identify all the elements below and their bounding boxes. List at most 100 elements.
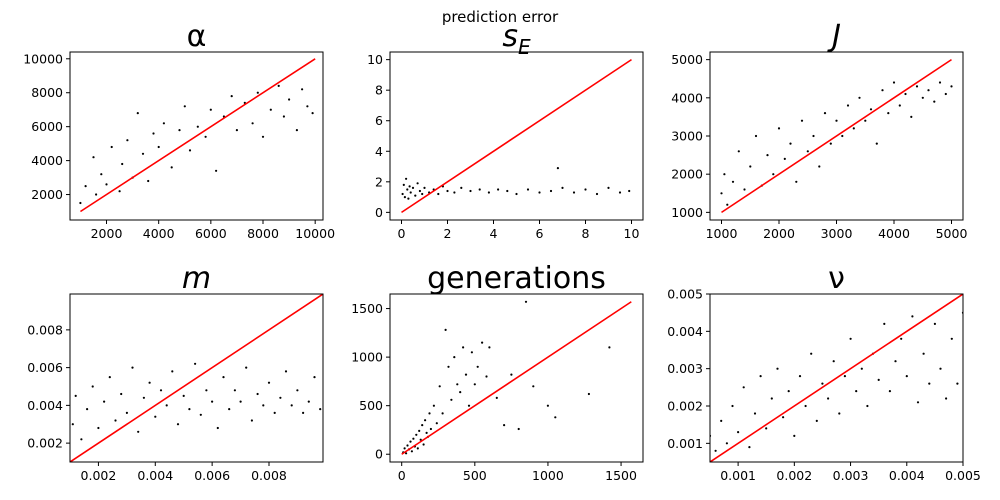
data-point <box>916 401 920 404</box>
data-point <box>869 108 873 111</box>
data-point <box>261 135 265 138</box>
data-point <box>306 105 309 108</box>
data-point <box>105 183 108 186</box>
data-point <box>950 337 953 340</box>
data-point <box>911 315 914 318</box>
data-point <box>852 127 855 130</box>
data-point <box>421 192 424 196</box>
data-point <box>515 192 518 196</box>
x-tick-label: 10 <box>624 226 640 241</box>
data-point <box>456 383 459 386</box>
y-tick-label: 2 <box>375 174 383 189</box>
data-point <box>233 389 236 392</box>
y-tick-label: 0.002 <box>667 399 703 414</box>
data-point <box>311 112 314 115</box>
data-point <box>841 134 844 138</box>
data-point <box>748 446 751 449</box>
data-point <box>888 390 892 393</box>
x-tick-label: 0.004 <box>137 468 173 483</box>
data-point <box>462 346 465 349</box>
data-point <box>453 191 456 194</box>
data-point <box>561 186 564 189</box>
data-point <box>818 165 821 168</box>
data-point <box>183 105 186 108</box>
data-point <box>546 404 550 407</box>
data-point <box>783 157 786 160</box>
data-point <box>444 328 447 331</box>
data-point <box>284 370 288 373</box>
data-point <box>875 142 878 145</box>
x-tick-label: 5000 <box>936 226 968 241</box>
data-point <box>725 442 729 445</box>
x-tick-label: 2 <box>444 226 452 241</box>
panel-title: sE <box>502 19 531 59</box>
y-tick-label: 6 <box>375 113 383 128</box>
data-point <box>910 115 913 118</box>
data-point <box>766 154 769 157</box>
data-point <box>495 396 498 399</box>
data-point <box>898 104 901 107</box>
data-point <box>470 351 473 354</box>
panel-title: ν <box>828 261 845 296</box>
data-point <box>921 96 924 99</box>
data-point <box>915 85 919 88</box>
data-point <box>313 376 316 379</box>
x-tick-label: 1000 <box>706 226 738 241</box>
data-point <box>425 431 428 434</box>
data-point <box>849 337 852 340</box>
y-tick-label: 1500 <box>351 301 383 316</box>
data-point <box>446 189 449 193</box>
y-tick-label: 0 <box>375 205 383 220</box>
data-point <box>141 152 145 155</box>
data-point <box>772 173 775 176</box>
x-tick-label: 500 <box>463 468 487 483</box>
x-tick-label: 0.002 <box>776 468 812 483</box>
figure-suptitle: prediction error <box>442 8 559 26</box>
data-point <box>302 411 305 414</box>
data-point <box>510 373 513 376</box>
data-point <box>459 391 462 394</box>
panel-title: α <box>187 19 207 54</box>
data-point <box>290 404 293 407</box>
data-point <box>714 449 717 452</box>
x-tick-label: 0.008 <box>251 468 287 483</box>
y-tick-label: 0.003 <box>667 361 703 376</box>
data-point <box>435 422 438 425</box>
data-point <box>230 95 233 98</box>
data-point <box>419 438 422 441</box>
data-point <box>114 419 117 422</box>
data-point <box>154 415 157 418</box>
reference-line <box>710 294 963 462</box>
data-point <box>587 392 591 396</box>
data-point <box>416 182 419 185</box>
data-point <box>405 177 408 180</box>
data-point <box>79 201 82 205</box>
data-point <box>607 186 610 189</box>
data-point <box>295 129 298 132</box>
y-tick-label: 10000 <box>23 51 63 66</box>
data-point <box>731 404 734 408</box>
data-point <box>301 88 304 91</box>
data-point <box>460 186 463 189</box>
data-point <box>437 192 440 196</box>
y-tick-label: 0.005 <box>667 287 703 302</box>
chart-panel-2: J 1000 2000 3000 4000 5000 1000 2000 3000 4000 500… <box>671 19 967 241</box>
chart-panel-1: sE 0 2 4 6 8 10 0 2 4 6 8 10 <box>367 19 644 241</box>
data-point <box>838 412 841 415</box>
data-point <box>787 390 790 393</box>
data-point <box>720 419 723 422</box>
panel-title-main: s <box>502 19 518 54</box>
data-point <box>789 142 792 145</box>
data-point <box>423 186 426 189</box>
data-point <box>91 385 94 388</box>
data-point <box>188 408 191 411</box>
data-point <box>812 134 815 138</box>
data-point <box>731 180 735 183</box>
x-tick-label: 0.006 <box>194 468 230 483</box>
data-point <box>939 367 942 370</box>
y-tick-label: 0.002 <box>27 436 63 451</box>
x-tick-label: 0 <box>398 468 406 483</box>
data-point <box>815 419 818 422</box>
y-tick-label: 0.001 <box>667 436 703 451</box>
